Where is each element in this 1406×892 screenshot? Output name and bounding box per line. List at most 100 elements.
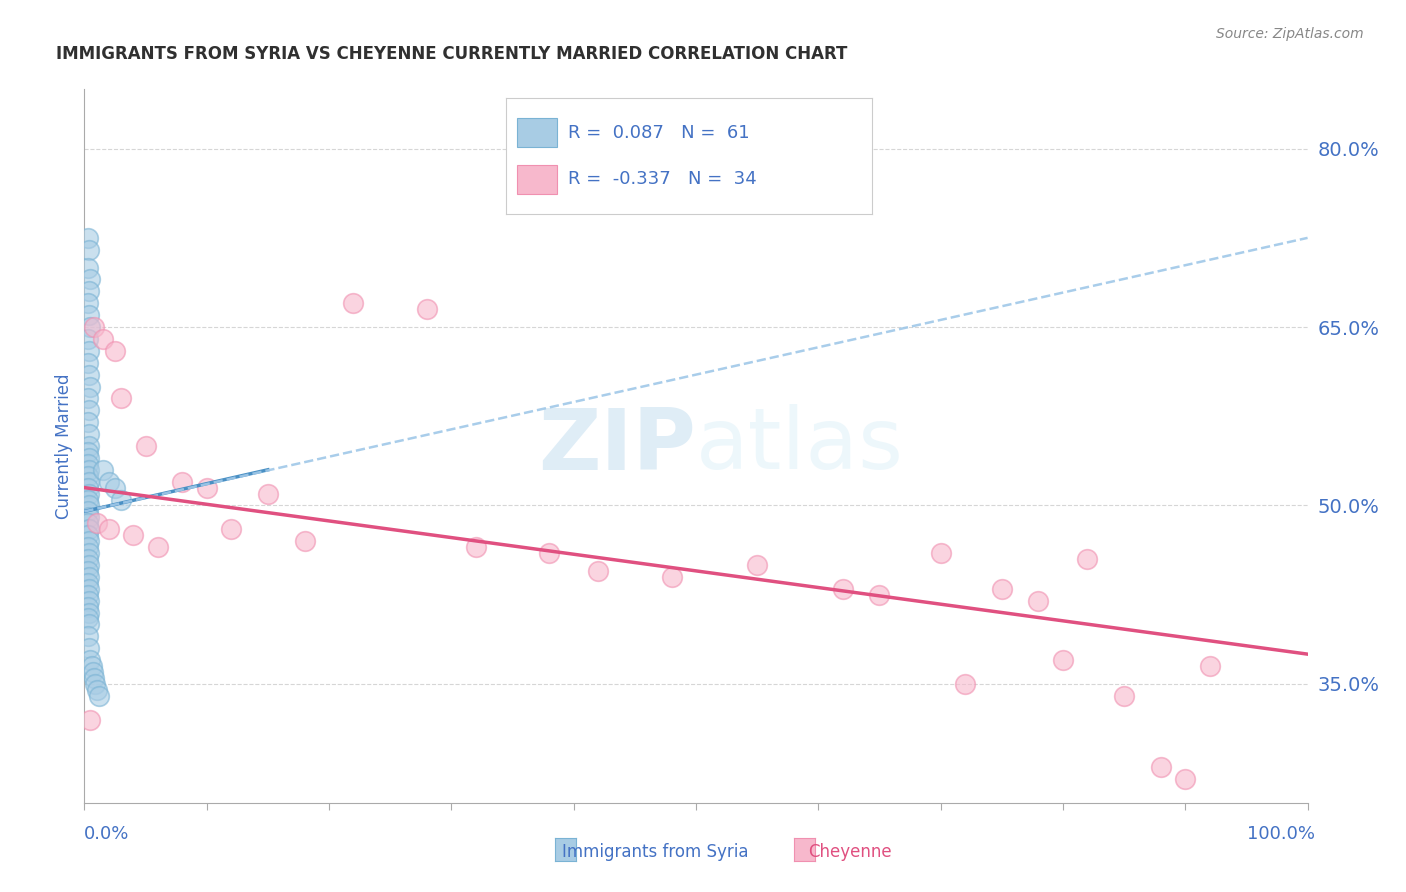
Point (77, 356, 100, 370)
Point (77, 546, 100, 560)
Point (77, 617, 100, 632)
Point (79, 320, 101, 334)
Point (586, 564, 609, 578)
Point (77, 457, 100, 471)
Point (77, 481, 100, 495)
Point (77, 231, 100, 245)
Point (831, 582, 853, 596)
Point (1114, 689, 1136, 703)
Point (97, 475, 120, 489)
Point (77, 611, 100, 625)
Point (77, 504, 100, 518)
Point (257, 486, 280, 500)
Point (77, 445, 100, 459)
Point (77, 403, 100, 417)
Point (83, 320, 105, 334)
Point (77, 516, 100, 531)
Text: ZIP: ZIP (538, 404, 696, 488)
Point (77, 468, 100, 483)
Point (77, 415, 100, 429)
Point (77, 528, 100, 542)
Point (1198, 659, 1220, 673)
Point (110, 392, 132, 406)
Point (77, 343, 100, 358)
Point (77, 486, 100, 500)
Text: R =  -0.337   N =  34: R = -0.337 N = 34 (568, 170, 756, 188)
Point (91, 463, 114, 477)
Point (77, 510, 100, 524)
Point (77, 427, 100, 442)
Point (929, 546, 952, 560)
Text: atlas: atlas (696, 404, 904, 488)
Point (416, 302, 439, 317)
Point (219, 522, 242, 536)
Point (77, 575, 100, 590)
Point (91, 332, 114, 346)
Point (84, 677, 107, 691)
Point (1174, 772, 1197, 786)
Point (77, 308, 100, 322)
Point (86, 516, 108, 531)
Point (1150, 760, 1173, 774)
Point (953, 677, 976, 691)
Point (77, 522, 100, 536)
Point (869, 588, 891, 602)
Text: Immigrants from Syria: Immigrants from Syria (562, 843, 749, 861)
Point (77, 296, 100, 310)
Point (294, 534, 316, 549)
Point (80, 659, 103, 673)
Point (77, 285, 100, 299)
Point (77, 260, 100, 275)
Point (464, 540, 486, 554)
Point (77, 450, 100, 465)
Point (77, 593, 100, 607)
Point (79, 713, 101, 727)
Point (77, 499, 100, 513)
Point (195, 481, 218, 495)
Point (83, 671, 105, 685)
Point (87, 689, 110, 703)
Point (1076, 552, 1098, 566)
Point (77, 439, 100, 453)
Text: Cheyenne: Cheyenne (808, 843, 891, 861)
Point (172, 475, 194, 489)
Point (79, 379, 101, 393)
Point (135, 439, 157, 453)
Text: R =  0.087   N =  61: R = 0.087 N = 61 (568, 124, 749, 142)
Point (991, 582, 1014, 596)
Point (77, 641, 100, 656)
Point (77, 570, 100, 584)
Point (661, 570, 683, 584)
Point (77, 475, 100, 489)
Point (77, 368, 100, 382)
Point (77, 540, 100, 554)
Bar (517, 165, 557, 194)
Point (77, 588, 100, 602)
Point (122, 528, 145, 542)
Point (86, 682, 108, 697)
Point (77, 463, 100, 477)
Point (82, 665, 104, 679)
Point (77, 606, 100, 620)
Point (77, 243, 100, 257)
Point (77, 564, 100, 578)
Point (104, 343, 127, 358)
Point (1052, 653, 1074, 667)
Point (97, 522, 120, 536)
Point (77, 332, 100, 346)
Point (342, 296, 364, 310)
Y-axis label: Currently Married: Currently Married (55, 373, 73, 519)
Point (79, 653, 101, 667)
Point (104, 481, 127, 495)
Point (1028, 593, 1050, 607)
Point (77, 582, 100, 596)
Point (77, 558, 100, 572)
Text: IMMIGRANTS FROM SYRIA VS CHEYENNE CURRENTLY MARRIED CORRELATION CHART: IMMIGRANTS FROM SYRIA VS CHEYENNE CURREN… (56, 45, 848, 62)
Text: 0.0%: 0.0% (84, 825, 129, 843)
Point (77, 629, 100, 643)
Point (747, 558, 769, 572)
Point (538, 546, 561, 560)
Point (77, 552, 100, 566)
Point (146, 540, 169, 554)
Point (110, 492, 132, 507)
